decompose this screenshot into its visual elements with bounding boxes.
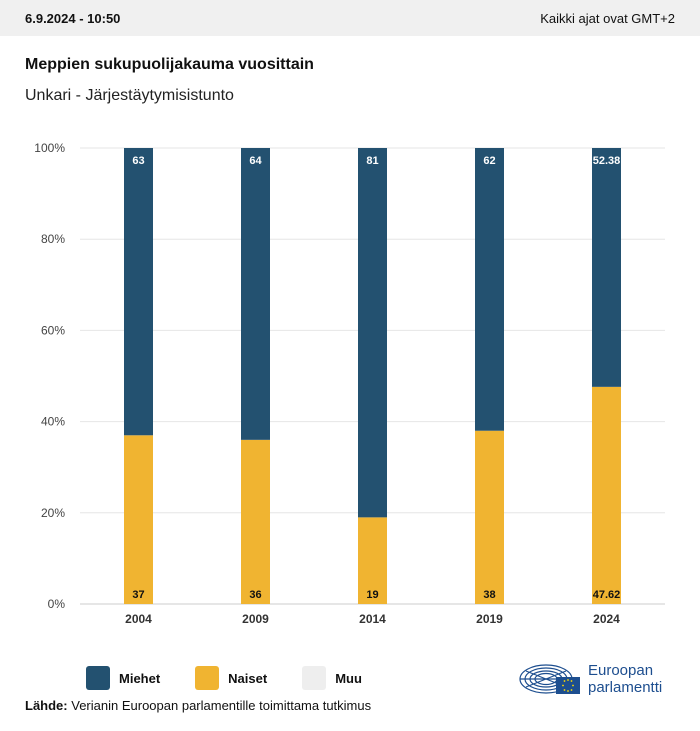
y-tick-label: 40%: [41, 415, 65, 429]
parliament-hemicycle-icon: [519, 664, 580, 694]
data-label-naiset: 47.62: [593, 589, 621, 601]
y-tick-label: 100%: [34, 141, 65, 155]
x-tick-label: 2009: [242, 612, 269, 626]
bar-miehet: [241, 148, 270, 440]
data-label-miehet: 81: [366, 155, 378, 167]
legend-swatch-miehet: [86, 666, 110, 690]
bar-miehet: [592, 148, 621, 387]
datetime: 6.9.2024 - 10:50: [25, 10, 121, 26]
data-label-naiset: 19: [366, 589, 378, 601]
ep-logo: Euroopan parlamentti: [518, 659, 662, 699]
chart-legend: Miehet Naiset Muu: [86, 666, 397, 690]
legend-item-muu[interactable]: Muu: [302, 666, 362, 690]
legend-swatch-naiset: [195, 666, 220, 690]
bar-miehet: [124, 148, 153, 436]
x-tick-label: 2004: [125, 612, 152, 626]
logo-line-2: parlamentti: [588, 679, 663, 696]
legend-swatch-muu: [302, 666, 327, 690]
legend-label-miehet: Miehet: [119, 670, 161, 686]
chart-title: Meppien sukupuolijakauma vuosittain: [25, 56, 314, 73]
legend-item-miehet[interactable]: Miehet: [86, 666, 160, 690]
x-tick-label: 2019: [476, 612, 503, 626]
data-label-naiset: 36: [249, 589, 261, 601]
legend-label-muu: Muu: [335, 670, 362, 686]
x-tick-label: 2014: [359, 612, 386, 626]
bar-naiset: [358, 517, 387, 604]
source-text: Verianin Euroopan parlamentille toimitta…: [71, 698, 372, 713]
data-label-miehet: 63: [132, 155, 144, 167]
source-label: Lähde:: [25, 698, 68, 713]
bar-naiset: [592, 386, 621, 604]
bar-miehet: [475, 148, 504, 431]
x-tick-label: 2024: [593, 612, 620, 626]
y-tick-label: 60%: [41, 323, 65, 337]
bar-naiset: [241, 439, 270, 604]
chart-subtitle: Unkari - Järjestäytymisistunto: [25, 87, 234, 104]
data-label-naiset: 37: [132, 589, 144, 601]
bar-naiset: [124, 435, 153, 604]
data-label-naiset: 38: [483, 589, 495, 601]
source-note: Lähde: Verianin Euroopan parlamentille t…: [25, 698, 371, 713]
bar-naiset: [475, 430, 504, 604]
stacked-bar-chart: 0% 20% 40% 60% 80% 100% 63 37 2004 64 36 2009 81 19 20…: [34, 141, 665, 626]
logo-text: Euroopan parlamentti: [588, 662, 662, 696]
timezone-note: Kaikki ajat ovat GMT+2: [540, 10, 675, 26]
data-label-miehet: 52.38: [593, 155, 621, 167]
data-label-miehet: 62: [483, 155, 495, 167]
y-tick-label: 20%: [41, 506, 65, 520]
top-bar: 6.9.2024 - 10:50 Kaikki ajat ovat GMT+2: [0, 0, 700, 36]
legend-item-naiset[interactable]: Naiset: [195, 666, 267, 690]
legend-label-naiset: Naiset: [228, 670, 268, 686]
bar-miehet: [358, 148, 387, 518]
data-label-miehet: 64: [249, 155, 262, 167]
y-tick-label: 0%: [48, 597, 66, 611]
logo-line-1: Euroopan: [588, 662, 654, 679]
y-tick-label: 80%: [41, 232, 65, 246]
